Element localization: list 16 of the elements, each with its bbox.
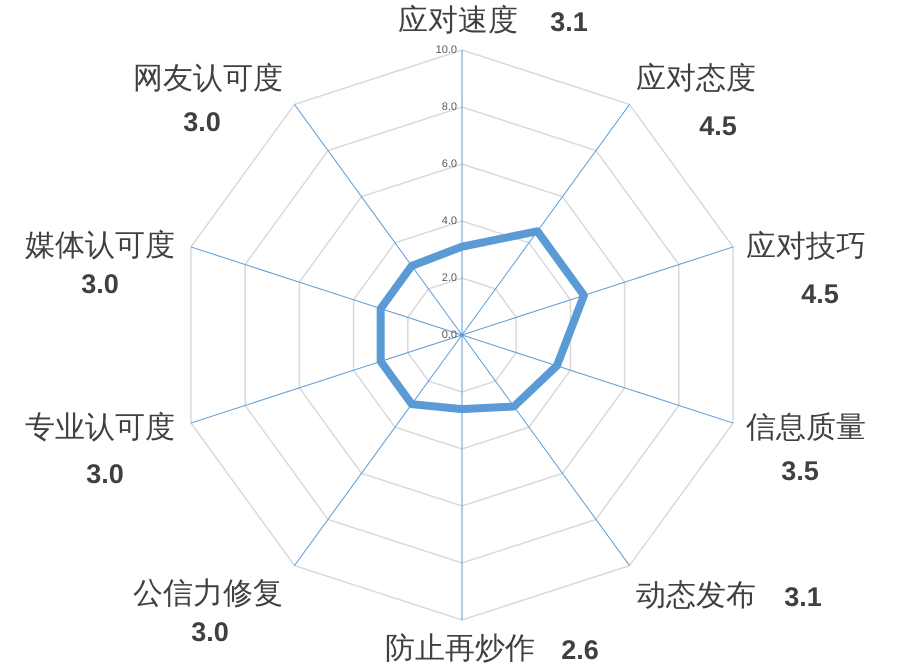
spoke-label: 应对技巧 4.5: [746, 230, 874, 309]
spoke-label: 应对态度 4.5: [636, 62, 764, 141]
spoke-label: 应对速度 3.1: [398, 4, 588, 37]
spoke-label: 动态发布 3.1: [636, 578, 822, 612]
spoke-label: 公信力修复 3.0: [132, 576, 292, 647]
spoke-label: 信息质量 3.5: [746, 410, 874, 486]
spoke-label: 专业认可度 3.0: [24, 410, 184, 489]
y-tick-label: 6.0: [442, 158, 457, 170]
y-tick-label: 8.0: [442, 101, 457, 113]
spoke-label: 网友认可度 3.0: [132, 62, 292, 137]
y-tick-label: 2.0: [442, 272, 457, 284]
spoke-label: 防止再炒作 2.6: [384, 632, 599, 665]
y-tick-label: 0.0: [442, 329, 457, 341]
y-tick-label: 10.0: [436, 44, 457, 56]
spoke-label: 媒体认可度 3.0: [24, 228, 184, 299]
y-tick-label: 4.0: [442, 215, 457, 227]
